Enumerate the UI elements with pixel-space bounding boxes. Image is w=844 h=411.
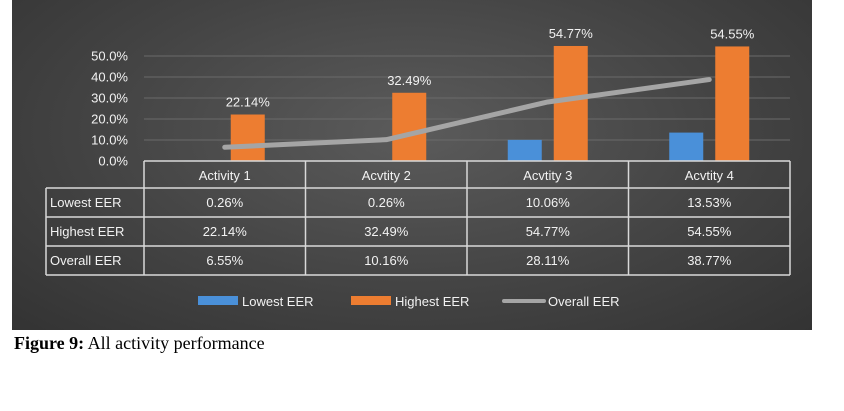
table-cell: 54.77% — [526, 224, 571, 239]
y-tick-label: 0.0% — [98, 154, 128, 169]
table-cell: 13.53% — [687, 195, 732, 210]
legend-label: Highest EER — [395, 294, 469, 309]
caption-label: Figure 9: — [14, 333, 85, 353]
legend-swatch-lowest-eer — [198, 296, 238, 305]
bar-data-label: 54.55% — [710, 26, 755, 41]
legend-swatch-highest-eer — [351, 296, 391, 305]
bar-highest-eer — [715, 46, 750, 161]
table-cell: 38.77% — [687, 253, 732, 268]
table-header-cell: Acvtity 4 — [685, 168, 734, 183]
y-tick-label: 30.0% — [91, 91, 128, 106]
legend-label: Lowest EER — [242, 294, 314, 309]
legend-label: Overall EER — [548, 294, 620, 309]
table-header-cell: Acvtity 3 — [523, 168, 572, 183]
table-row-label: Highest EER — [50, 224, 124, 239]
table-cell: 10.16% — [364, 253, 409, 268]
bar-lowest-eer — [669, 132, 704, 161]
figure-caption: Figure 9: All activity performance — [14, 333, 265, 354]
table-cell: 28.11% — [526, 253, 570, 268]
y-tick-label: 50.0% — [91, 49, 128, 64]
line-overall-eer — [222, 77, 712, 150]
bar-data-label: 54.77% — [549, 26, 594, 41]
table-row-label: Overall EER — [50, 253, 122, 268]
table-cell: 0.26% — [206, 195, 243, 210]
y-tick-label: 40.0% — [91, 70, 128, 85]
bar-highest-eer — [553, 45, 588, 161]
chart-svg: 0.0% 10.0% 20.0% 30.0% 40.0% 50.0% 22.14% 32.49… — [45, 26, 791, 309]
chart-panel: 0.0% 10.0% 20.0% 30.0% 40.0% 50.0% 22.14% 32.49… — [12, 0, 812, 330]
table-row-label: Lowest EER — [50, 195, 122, 210]
table-cell: 32.49% — [364, 224, 409, 239]
bar-highest-eer — [392, 92, 427, 161]
table-cell: 10.06% — [526, 195, 571, 210]
table-cell: 0.26% — [368, 195, 405, 210]
bar-highest-eer — [230, 114, 265, 161]
table-cell: 54.55% — [687, 224, 732, 239]
table-header-cell: Acvtity 2 — [362, 168, 411, 183]
table-header-cell: Activity 1 — [199, 168, 251, 183]
table-cell: 22.14% — [203, 224, 248, 239]
bar-data-label: 32.49% — [387, 73, 432, 88]
bar-lowest-eer — [507, 139, 542, 161]
y-tick-label: 10.0% — [91, 133, 128, 148]
table-cell: 6.55% — [206, 253, 243, 268]
caption-text: All activity performance — [84, 333, 265, 353]
y-tick-label: 20.0% — [91, 112, 128, 127]
bar-data-label: 22.14% — [226, 95, 271, 110]
